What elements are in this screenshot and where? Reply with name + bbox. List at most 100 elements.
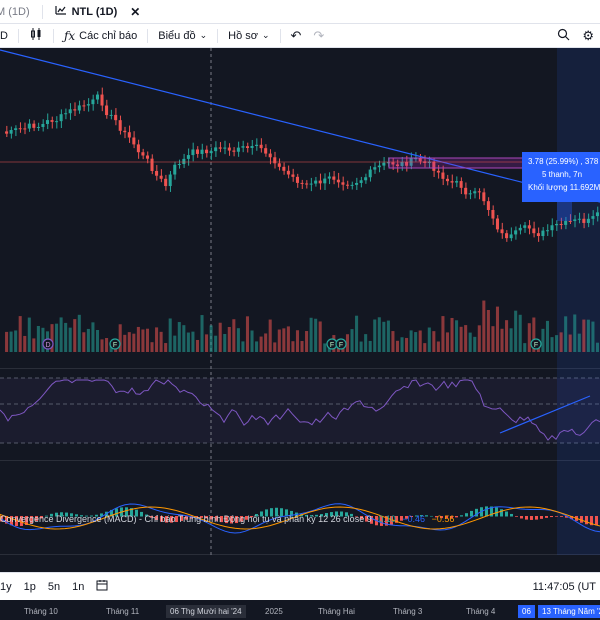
macd-histogram-bar: [50, 513, 53, 517]
marker-label: D: [45, 342, 50, 349]
close-icon[interactable]: ✕: [130, 4, 141, 19]
range-start-date: 06: [518, 605, 535, 618]
candle-body: [323, 178, 327, 184]
volume-bar: [245, 316, 249, 352]
volume-bar: [223, 333, 227, 352]
candle-body: [109, 114, 113, 116]
tab-ntl[interactable]: NTL (1D) ✕: [47, 0, 149, 24]
candle-body: [514, 230, 518, 235]
macd-signal-value: −0.56: [431, 514, 455, 524]
volume-bar: [95, 329, 99, 352]
volume-bar: [277, 329, 281, 352]
volume-bar: [400, 337, 404, 352]
macd-histogram-bar: [335, 511, 338, 517]
profile-button[interactable]: Hồ sơ ⌄: [222, 24, 275, 48]
range-5n[interactable]: 5n: [47, 580, 61, 593]
measure-tooltip: 3.78 (25.99%) , 378 5 thanh, 7n Khối lượ…: [522, 152, 600, 202]
candle-body: [255, 144, 259, 147]
volume-bar: [382, 321, 386, 352]
search-button[interactable]: [551, 24, 576, 48]
range-1p[interactable]: 1p: [23, 580, 36, 593]
candle-body: [445, 178, 449, 182]
macd-histogram-bar: [510, 513, 513, 517]
chart-icon: [55, 5, 67, 18]
candle-body: [168, 174, 172, 187]
tab-previous-symbol[interactable]: M (1D): [0, 0, 38, 24]
macd-histogram-bar: [185, 516, 188, 520]
volume-bar: [5, 331, 9, 352]
candle-body: [5, 131, 9, 134]
undo-button[interactable]: ↶: [285, 24, 308, 48]
macd-histogram-bar: [155, 516, 158, 521]
candle-body: [505, 233, 509, 239]
candle-body: [464, 187, 468, 195]
candle-body: [159, 175, 163, 179]
candle-body: [32, 123, 36, 128]
volume-bar: [555, 335, 559, 352]
volume-bar: [586, 319, 590, 352]
candle-body: [418, 158, 422, 162]
range-1n[interactable]: 1n: [72, 580, 85, 593]
candle-body: [541, 230, 545, 237]
volume-bar: [227, 326, 231, 352]
candle-body: [532, 228, 536, 234]
volume-bar: [377, 317, 381, 352]
indicators-label: Các chỉ báo: [79, 29, 138, 42]
volume-bar: [345, 334, 349, 352]
candle-body: [332, 176, 336, 180]
macd-histogram-bar: [130, 508, 133, 517]
candle-body: [577, 218, 581, 220]
undo-icon: ↶: [290, 27, 302, 43]
candle-body: [9, 130, 13, 134]
earnings-marker: [335, 338, 347, 350]
macd-histogram-bar: [525, 516, 528, 520]
candle-body: [573, 219, 577, 221]
candle-body: [545, 230, 549, 232]
macd-histogram-bar: [490, 506, 493, 517]
macd-histogram-bar: [225, 516, 228, 524]
candle-body: [523, 225, 527, 228]
candle-body: [527, 225, 531, 229]
macd-histogram-bar: [15, 516, 18, 527]
redo-icon: ↷: [313, 27, 325, 43]
macd-histogram-bar: [325, 513, 328, 517]
macd-histogram-bar: [25, 516, 28, 526]
candle-body: [95, 94, 99, 100]
macd-histogram-bar: [465, 513, 468, 517]
volume-bar: [268, 319, 272, 352]
chart-type-button[interactable]: Biểu đồ ⌄: [152, 24, 213, 48]
dividend-marker: [42, 338, 54, 350]
candle-body: [273, 157, 277, 164]
volume-bar: [264, 333, 268, 352]
volume-bar: [455, 320, 459, 352]
candle-body: [177, 164, 181, 166]
candle-body: [395, 164, 399, 167]
range-1y[interactable]: 1y: [0, 580, 12, 593]
redo-button[interactable]: ↷: [307, 24, 330, 48]
volume-bar: [127, 332, 131, 352]
macd-histogram-bar: [80, 515, 83, 517]
candle-type-button[interactable]: [23, 24, 49, 48]
volume-bar: [568, 334, 572, 352]
macd-histogram-bar: [260, 511, 263, 517]
volume-bar: [241, 341, 245, 352]
time-axis[interactable]: Tháng 10 Tháng 11 06 Thg Mười hai '24 20…: [0, 603, 600, 620]
volume-bar: [518, 314, 522, 352]
macd-histogram-bar: [420, 515, 423, 517]
macd-histogram-bar: [235, 516, 238, 524]
candle-body: [359, 180, 363, 183]
volume-bar: [250, 330, 254, 352]
macd-histogram-bar: [340, 511, 343, 517]
volume-bar: [186, 332, 190, 352]
tab-label: NTL (1D): [71, 5, 118, 18]
candle-body: [82, 105, 86, 107]
earnings-marker: [109, 338, 121, 350]
goto-date-button[interactable]: [90, 579, 114, 594]
settings-button[interactable]: ⚙: [576, 24, 600, 48]
toolbar-divider: [279, 28, 281, 43]
interval-button[interactable]: D: [0, 24, 14, 48]
indicators-button[interactable]: ƒx Các chỉ báo: [58, 24, 143, 48]
volume-bar: [273, 342, 277, 352]
